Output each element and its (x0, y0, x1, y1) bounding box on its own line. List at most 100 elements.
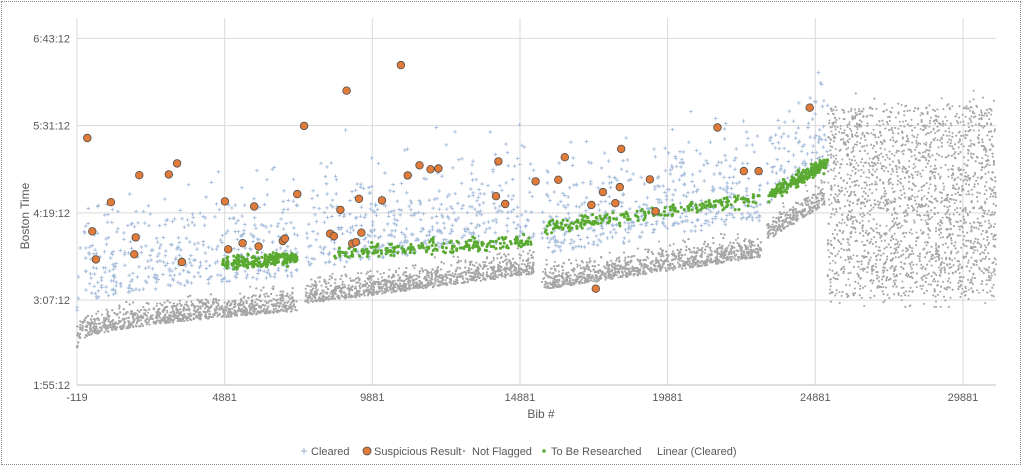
not-flagged-point (614, 266, 617, 269)
not-flagged-point (159, 302, 162, 305)
not-flagged-point (412, 274, 415, 277)
not-flagged-point (402, 273, 405, 276)
not-flagged-point (575, 259, 578, 262)
not-flagged-point (739, 249, 742, 252)
not-flagged-point (444, 279, 447, 282)
not-flagged-point (118, 307, 121, 310)
not-flagged-point (343, 283, 346, 286)
not-flagged-point (360, 293, 363, 296)
not-flagged-point (806, 189, 809, 193)
not-flagged-point (608, 251, 611, 254)
not-flagged-point (580, 278, 583, 281)
not-flagged-point (216, 315, 219, 318)
not-flagged-point (683, 253, 687, 256)
not-flagged-point (231, 307, 234, 310)
not-flagged-point (528, 261, 532, 264)
not-flagged-point (395, 289, 398, 292)
not-flagged-point (639, 258, 642, 262)
not-flagged-point (203, 307, 207, 310)
not-flagged-point (576, 265, 579, 268)
not-flagged-point (357, 276, 360, 279)
not-flagged-point (272, 308, 275, 311)
not-flagged-point (499, 269, 502, 273)
not-flagged-point (702, 243, 706, 246)
not-flagged-point (588, 257, 591, 260)
not-flagged-point (342, 291, 346, 294)
not-flagged-point (318, 280, 321, 283)
not-flagged-point (132, 315, 135, 319)
not-flagged-point (404, 278, 408, 281)
not-flagged-point (552, 279, 555, 283)
not-flagged-point (79, 320, 82, 323)
not-flagged-point (740, 251, 743, 254)
not-flagged-point (607, 274, 610, 277)
not-flagged-point (418, 272, 421, 275)
not-flagged-point (474, 279, 477, 282)
not-flagged-point (631, 267, 634, 270)
not-flagged-point (553, 260, 556, 263)
not-flagged-point (800, 202, 804, 205)
not-flagged-point (145, 323, 149, 326)
not-flagged-point (349, 277, 352, 280)
not-flagged-point (517, 264, 520, 267)
not-flagged-point (721, 247, 724, 250)
not-flagged-point (468, 275, 471, 278)
not-flagged-point (199, 307, 202, 310)
not-flagged-point (471, 263, 474, 266)
not-flagged-point (545, 282, 549, 285)
not-flagged-point (79, 323, 82, 326)
not-flagged-point (719, 247, 722, 250)
not-flagged-point (206, 310, 209, 313)
not-flagged-point (604, 278, 607, 281)
not-flagged-point (382, 285, 385, 288)
not-flagged-point (782, 219, 785, 222)
not-flagged-point (688, 262, 691, 265)
not-flagged-point (180, 319, 184, 323)
not-flagged-point (320, 284, 323, 287)
not-flagged-point (242, 300, 245, 304)
not-flagged-point (237, 304, 240, 307)
not-flagged-point (158, 316, 161, 319)
not-flagged-point (496, 253, 499, 256)
not-flagged-point (500, 256, 503, 259)
not-flagged-point (333, 297, 336, 300)
not-flagged-point (475, 261, 478, 264)
not-flagged-point (753, 244, 756, 247)
not-flagged-point (362, 289, 365, 292)
not-flagged-point (820, 181, 823, 184)
not-flagged-point (156, 302, 159, 305)
not-flagged-point (730, 252, 733, 256)
not-flagged-point (442, 262, 445, 265)
not-flagged-point (457, 273, 460, 276)
not-flagged-point (561, 269, 565, 272)
not-flagged-point (724, 247, 727, 250)
not-flagged-point (291, 308, 294, 311)
not-flagged-point (820, 179, 823, 182)
not-flagged-point (195, 316, 199, 319)
not-flagged-point (580, 281, 584, 284)
not-flagged-point (683, 260, 686, 263)
not-flagged-point (492, 259, 495, 262)
not-flagged-point (592, 276, 595, 279)
not-flagged-point (615, 274, 618, 277)
not-flagged-point (479, 272, 482, 275)
not-flagged-point (548, 281, 551, 284)
not-flagged-point (820, 199, 823, 202)
not-flagged-point (482, 260, 485, 264)
not-flagged-point (801, 204, 804, 207)
not-flagged-point (684, 267, 687, 270)
not-flagged-point (407, 282, 410, 285)
not-flagged-point (409, 273, 412, 276)
not-flagged-point (269, 309, 272, 312)
not-flagged-point (93, 320, 96, 323)
not-flagged-point (434, 282, 437, 285)
not-flagged-point (148, 323, 151, 326)
not-flagged-point (709, 248, 712, 251)
not-flagged-point (272, 297, 275, 300)
not-flagged-point (801, 208, 804, 211)
not-flagged-point (689, 251, 692, 254)
not-flagged-point (496, 257, 499, 260)
not-flagged-point (718, 243, 721, 246)
not-flagged-point (645, 272, 648, 275)
